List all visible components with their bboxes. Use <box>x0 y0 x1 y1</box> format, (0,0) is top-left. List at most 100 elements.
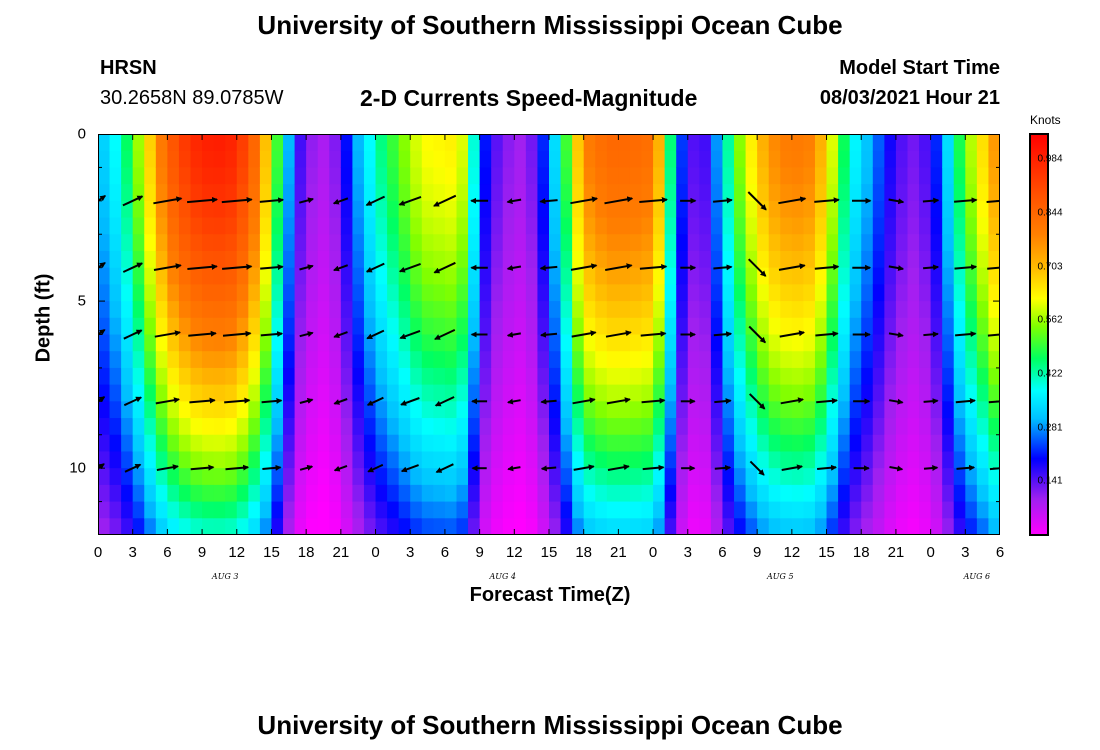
heatmap-cell <box>560 418 573 436</box>
heatmap-cell <box>757 384 770 402</box>
current-vector <box>98 396 106 403</box>
heatmap-cell <box>109 384 122 402</box>
x-tick-label: 18 <box>575 544 593 561</box>
heatmap-cell <box>814 234 828 252</box>
heatmap-cell <box>549 284 562 302</box>
heatmap-cell <box>965 167 978 185</box>
heatmap-cell <box>664 217 677 235</box>
heatmap-cell <box>387 334 400 352</box>
current-vector <box>366 329 385 340</box>
heatmap-cell <box>722 334 735 352</box>
heatmap-cell <box>213 484 226 503</box>
heatmap-cell <box>190 217 203 235</box>
heatmap-cell <box>213 501 226 519</box>
heatmap-cell <box>653 484 666 503</box>
heatmap-cell <box>178 301 192 319</box>
heatmap-cell <box>722 250 735 269</box>
heatmap-cell <box>641 518 654 535</box>
heatmap-cell <box>757 167 770 185</box>
heatmap-cell <box>710 384 724 402</box>
heatmap-cell <box>618 267 631 285</box>
heatmap-cell <box>363 167 377 185</box>
x-tick-label: 21 <box>887 544 905 561</box>
heatmap-cell <box>965 367 978 386</box>
heatmap-cell <box>606 184 619 202</box>
heatmap-cell <box>421 501 434 519</box>
heatmap-cell <box>884 284 897 302</box>
heatmap-cell <box>768 284 781 302</box>
x-tick-label: 21 <box>610 544 627 561</box>
heatmap-cell <box>895 317 909 336</box>
heatmap-cell <box>537 301 550 319</box>
heatmap-cell <box>780 334 793 352</box>
heatmap-cell <box>849 451 862 469</box>
heatmap-cell <box>884 334 897 352</box>
heatmap-cell <box>745 484 758 503</box>
heatmap-cell <box>363 150 377 169</box>
heatmap-cell <box>375 384 388 402</box>
heatmap-cell <box>225 384 238 402</box>
heatmap-cell <box>976 150 990 169</box>
heatmap-cell <box>387 317 400 336</box>
heatmap-cell <box>629 501 643 519</box>
x-tick-label: 6 <box>163 544 172 561</box>
heatmap-cell <box>942 184 955 202</box>
heatmap-cell <box>248 234 261 252</box>
heatmap-cell <box>618 484 631 503</box>
heatmap-cell <box>109 150 122 169</box>
heatmap-cell <box>144 401 157 419</box>
heatmap-cell <box>895 301 909 319</box>
current-vector <box>434 328 456 341</box>
heatmap-cell <box>919 468 932 486</box>
heatmap-cell <box>757 351 770 369</box>
heatmap-cell <box>132 484 145 503</box>
heatmap-cell <box>306 301 319 319</box>
heatmap-cell <box>213 334 226 352</box>
heatmap-cell <box>132 167 145 185</box>
heatmap-cell <box>722 468 735 486</box>
heatmap-cell <box>236 384 249 402</box>
current-vector <box>367 463 384 473</box>
heatmap-cell <box>491 184 504 202</box>
heatmap-cell <box>491 351 504 369</box>
heatmap-cell <box>676 284 689 302</box>
heatmap-cell <box>884 367 897 386</box>
heatmap-cell <box>560 468 573 486</box>
heatmap-cell <box>826 200 839 219</box>
heatmap-cell <box>144 217 157 235</box>
heatmap-cell <box>352 167 365 185</box>
heatmap-cell <box>144 518 157 535</box>
heatmap-cell <box>976 217 990 235</box>
heatmap-cell <box>398 351 411 369</box>
heatmap-cell <box>768 150 781 169</box>
heatmap-cell <box>387 401 400 419</box>
heatmap-cell <box>294 267 307 285</box>
heatmap-cell <box>514 167 527 185</box>
heatmap-cell <box>884 134 897 152</box>
heatmap-cell <box>629 134 643 152</box>
current-vector <box>225 464 250 471</box>
heatmap-cell <box>225 367 238 386</box>
heatmap-cell <box>942 418 955 436</box>
heatmap-cell <box>953 367 966 386</box>
heatmap-cell <box>387 301 400 319</box>
heatmap-cell <box>884 401 897 419</box>
heatmap-cell <box>768 434 781 453</box>
heatmap-cell <box>606 434 619 453</box>
heatmap-cell <box>525 351 539 369</box>
heatmap-cell <box>606 167 619 185</box>
heatmap-cell <box>930 334 943 352</box>
heatmap-cell <box>884 501 897 519</box>
heatmap-cell <box>583 334 596 352</box>
heatmap-cell <box>190 518 203 535</box>
heatmap-cell <box>595 200 608 219</box>
current-vector <box>639 263 668 270</box>
heatmap-cell <box>317 200 330 219</box>
heatmap-cell <box>907 134 920 152</box>
heatmap-cell <box>525 284 539 302</box>
heatmap-cell <box>479 234 492 252</box>
heatmap-cell <box>294 434 307 453</box>
current-vector <box>98 328 106 336</box>
heatmap-cell <box>919 284 932 302</box>
heatmap-cell <box>259 334 273 352</box>
